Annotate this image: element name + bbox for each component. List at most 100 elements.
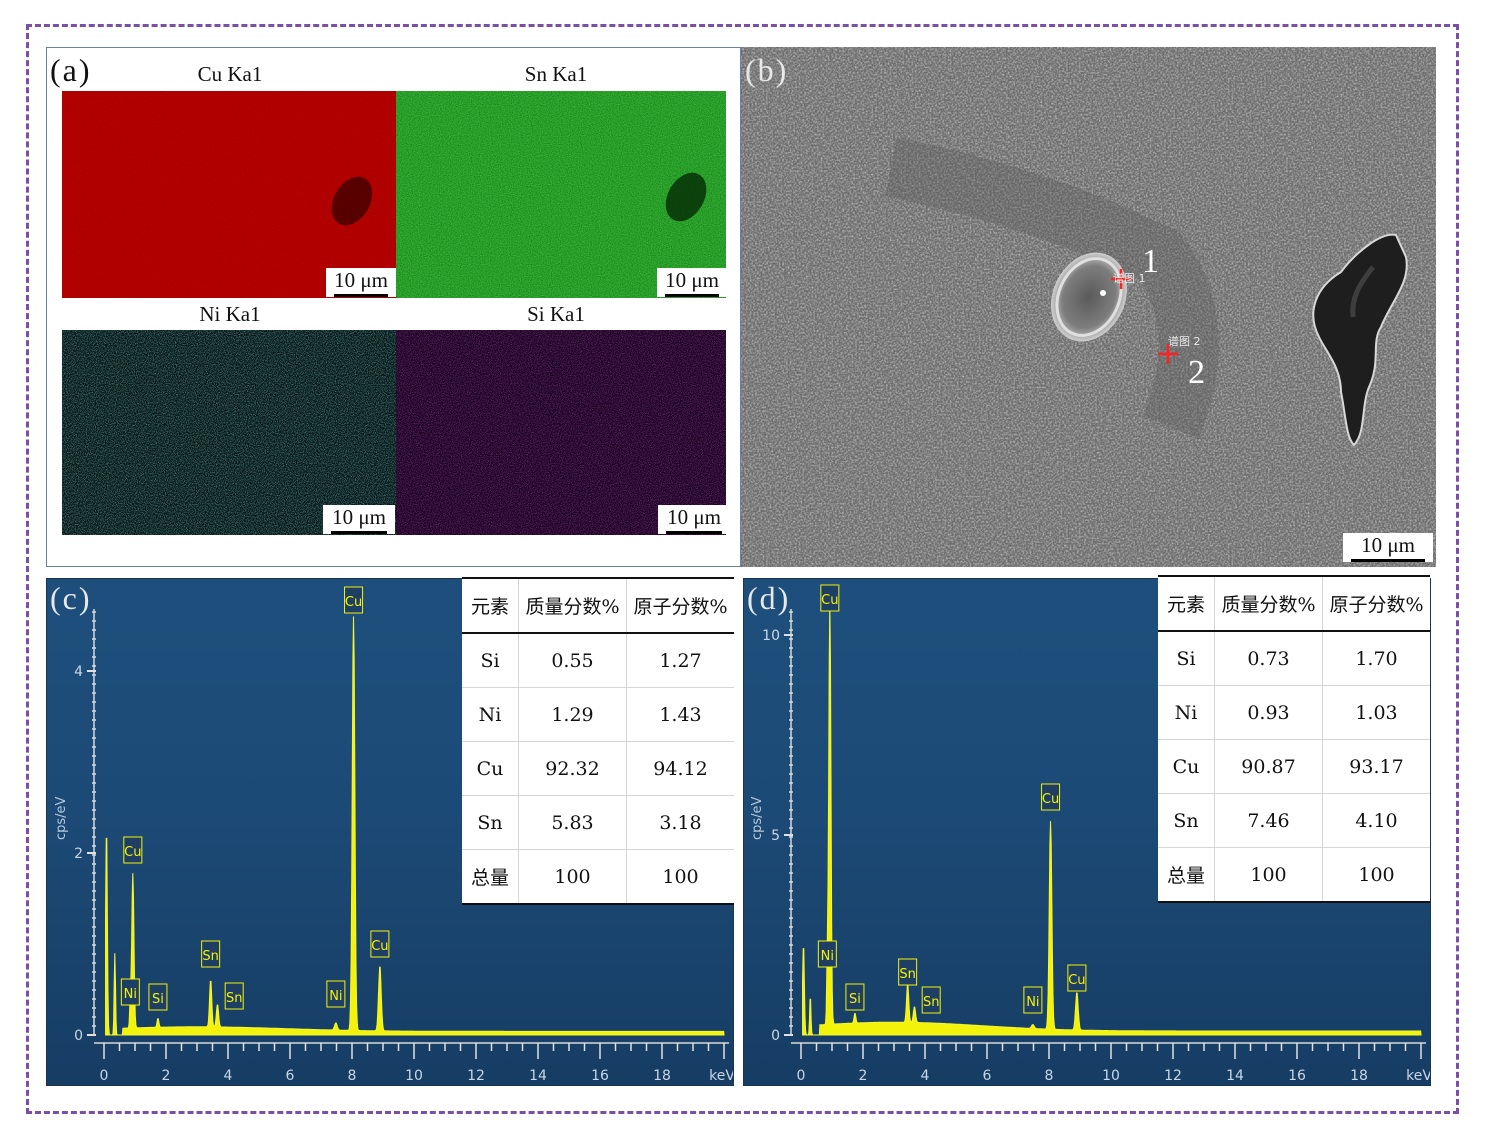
x-tick-label: 10 (1102, 1068, 1120, 1084)
table-cell: 3.18 (626, 795, 734, 850)
panel-c-label: (c) (50, 580, 92, 616)
x-tick-label: 4 (224, 1068, 233, 1084)
peak-label: Cu (1067, 964, 1087, 992)
x-tick-label: 10 (405, 1068, 423, 1084)
peak-label: Ni (817, 940, 837, 968)
panel-b-label: (b) (745, 52, 789, 88)
y-tick-label: 2 (74, 846, 83, 862)
x-tick-label: 18 (653, 1068, 671, 1084)
table-cell: 7.46 (1214, 793, 1323, 848)
y-tick-label: 4 (74, 664, 83, 680)
map-title-cu: Cu Ka1 (197, 62, 263, 86)
spectrum-trace (104, 616, 725, 1036)
x-tick-label: 12 (467, 1068, 485, 1084)
y-axis-title-c: cps/eV (54, 796, 69, 840)
peak-label: Ni (120, 978, 140, 1006)
x-tick-label: 4 (921, 1068, 930, 1084)
table-cell: 1.70 (1322, 631, 1430, 686)
table-cell: Sn (462, 795, 519, 850)
peak-label: Cu (820, 584, 840, 612)
x-tick-label: 8 (348, 1068, 357, 1084)
y-tick-label: 0 (771, 1028, 780, 1044)
peak-label: Si (148, 983, 168, 1011)
map-si (396, 330, 726, 535)
table-header: 质量分数% (518, 578, 627, 634)
table-cell: 1.43 (626, 687, 734, 742)
y-tick-label: 0 (74, 1028, 83, 1044)
figure-border (26, 24, 1459, 1114)
peak-label: Sn (201, 940, 221, 968)
scale-bar-cu: 10 μm (326, 268, 396, 297)
panel-d-label: (d) (747, 580, 791, 616)
peak-label: Cu (370, 930, 390, 958)
composition-table-point-1: 元素 质量分数% 原子分数% Si 0.55 1.27 Ni 1.29 1.43 Cu 9… (462, 577, 734, 905)
table-cell: Cu (1158, 739, 1215, 794)
table-cell: 4.10 (1322, 793, 1430, 848)
table-cell: Cu (462, 741, 519, 796)
table-header: 质量分数% (1214, 576, 1323, 632)
map-title-ni: Ni Ka1 (199, 302, 261, 326)
table-cell: 1.29 (518, 687, 627, 742)
map-title-sn: Sn Ka1 (524, 62, 588, 86)
x-tick-label: 6 (286, 1068, 295, 1084)
x-tick-label: 8 (1045, 1068, 1054, 1084)
peak-label: Cu (1041, 783, 1061, 811)
table-header: 原子分数% (1322, 576, 1430, 632)
table-cell: 总量 (1158, 847, 1215, 902)
table-cell: 90.87 (1214, 739, 1323, 794)
svg-text:Cu: Cu (371, 939, 388, 954)
x-tick-label: 2 (162, 1068, 171, 1084)
svg-text:Cu: Cu (1042, 792, 1059, 807)
scale-bar-sn: 10 μm (657, 268, 727, 297)
sem-scale-bar: 10 μm (1343, 533, 1433, 562)
table-cell: 5.83 (518, 795, 627, 850)
x-tick-label: 18 (1350, 1068, 1368, 1084)
x-tick-label: 2 (859, 1068, 868, 1084)
map-title-si: Si Ka1 (527, 302, 585, 326)
map-ni (62, 330, 396, 535)
table-cell: Ni (1158, 685, 1215, 740)
svg-text:Ni: Ni (821, 949, 834, 964)
svg-text:Ni: Ni (329, 989, 342, 1004)
x-tick-label: 0 (797, 1068, 806, 1084)
table-cell: 92.32 (518, 741, 627, 796)
x-unit-label: keV (1406, 1068, 1431, 1084)
table-cell: Si (1158, 631, 1215, 686)
peak-label: Sn (921, 986, 941, 1014)
sem-image (741, 47, 1436, 567)
map-cu (62, 91, 396, 298)
y-tick-label: 5 (771, 828, 780, 844)
y-tick-label: 10 (762, 628, 780, 644)
svg-text:Cu: Cu (821, 593, 838, 608)
table-cell: 100 (518, 849, 627, 904)
svg-text:Cu: Cu (124, 845, 141, 860)
peak-label: Cu (344, 586, 364, 614)
panel-a-label: (a) (50, 52, 92, 88)
peak-label: Ni (326, 980, 346, 1008)
x-tick-label: 14 (529, 1068, 547, 1084)
table-cell: 1.03 (1322, 685, 1430, 740)
table-header: 元素 (1158, 576, 1215, 632)
svg-text:Si: Si (152, 992, 164, 1007)
x-tick-label: 16 (591, 1068, 609, 1084)
table-cell: 0.93 (1214, 685, 1323, 740)
table-cell: 93.17 (1322, 739, 1430, 794)
scale-bar-ni: 10 μm (323, 505, 395, 534)
svg-text:Ni: Ni (1026, 995, 1039, 1010)
x-tick-label: 0 (100, 1068, 109, 1084)
table-cell: 94.12 (626, 741, 734, 796)
table-cell: 0.55 (518, 633, 627, 688)
svg-text:Si: Si (849, 992, 861, 1007)
x-tick-label: 16 (1288, 1068, 1306, 1084)
peak-label: Ni (1023, 986, 1043, 1014)
svg-text:Cu: Cu (1068, 973, 1085, 988)
peak-label: Sn (898, 958, 918, 986)
svg-text:Cu: Cu (345, 595, 362, 610)
table-cell: Si (462, 633, 519, 688)
scale-bar-si: 10 μm (658, 505, 730, 534)
x-tick-label: 6 (983, 1068, 992, 1084)
table-cell: 0.73 (1214, 631, 1323, 686)
x-tick-label: 14 (1226, 1068, 1244, 1084)
table-cell: Sn (1158, 793, 1215, 848)
svg-text:Sn: Sn (202, 949, 219, 964)
